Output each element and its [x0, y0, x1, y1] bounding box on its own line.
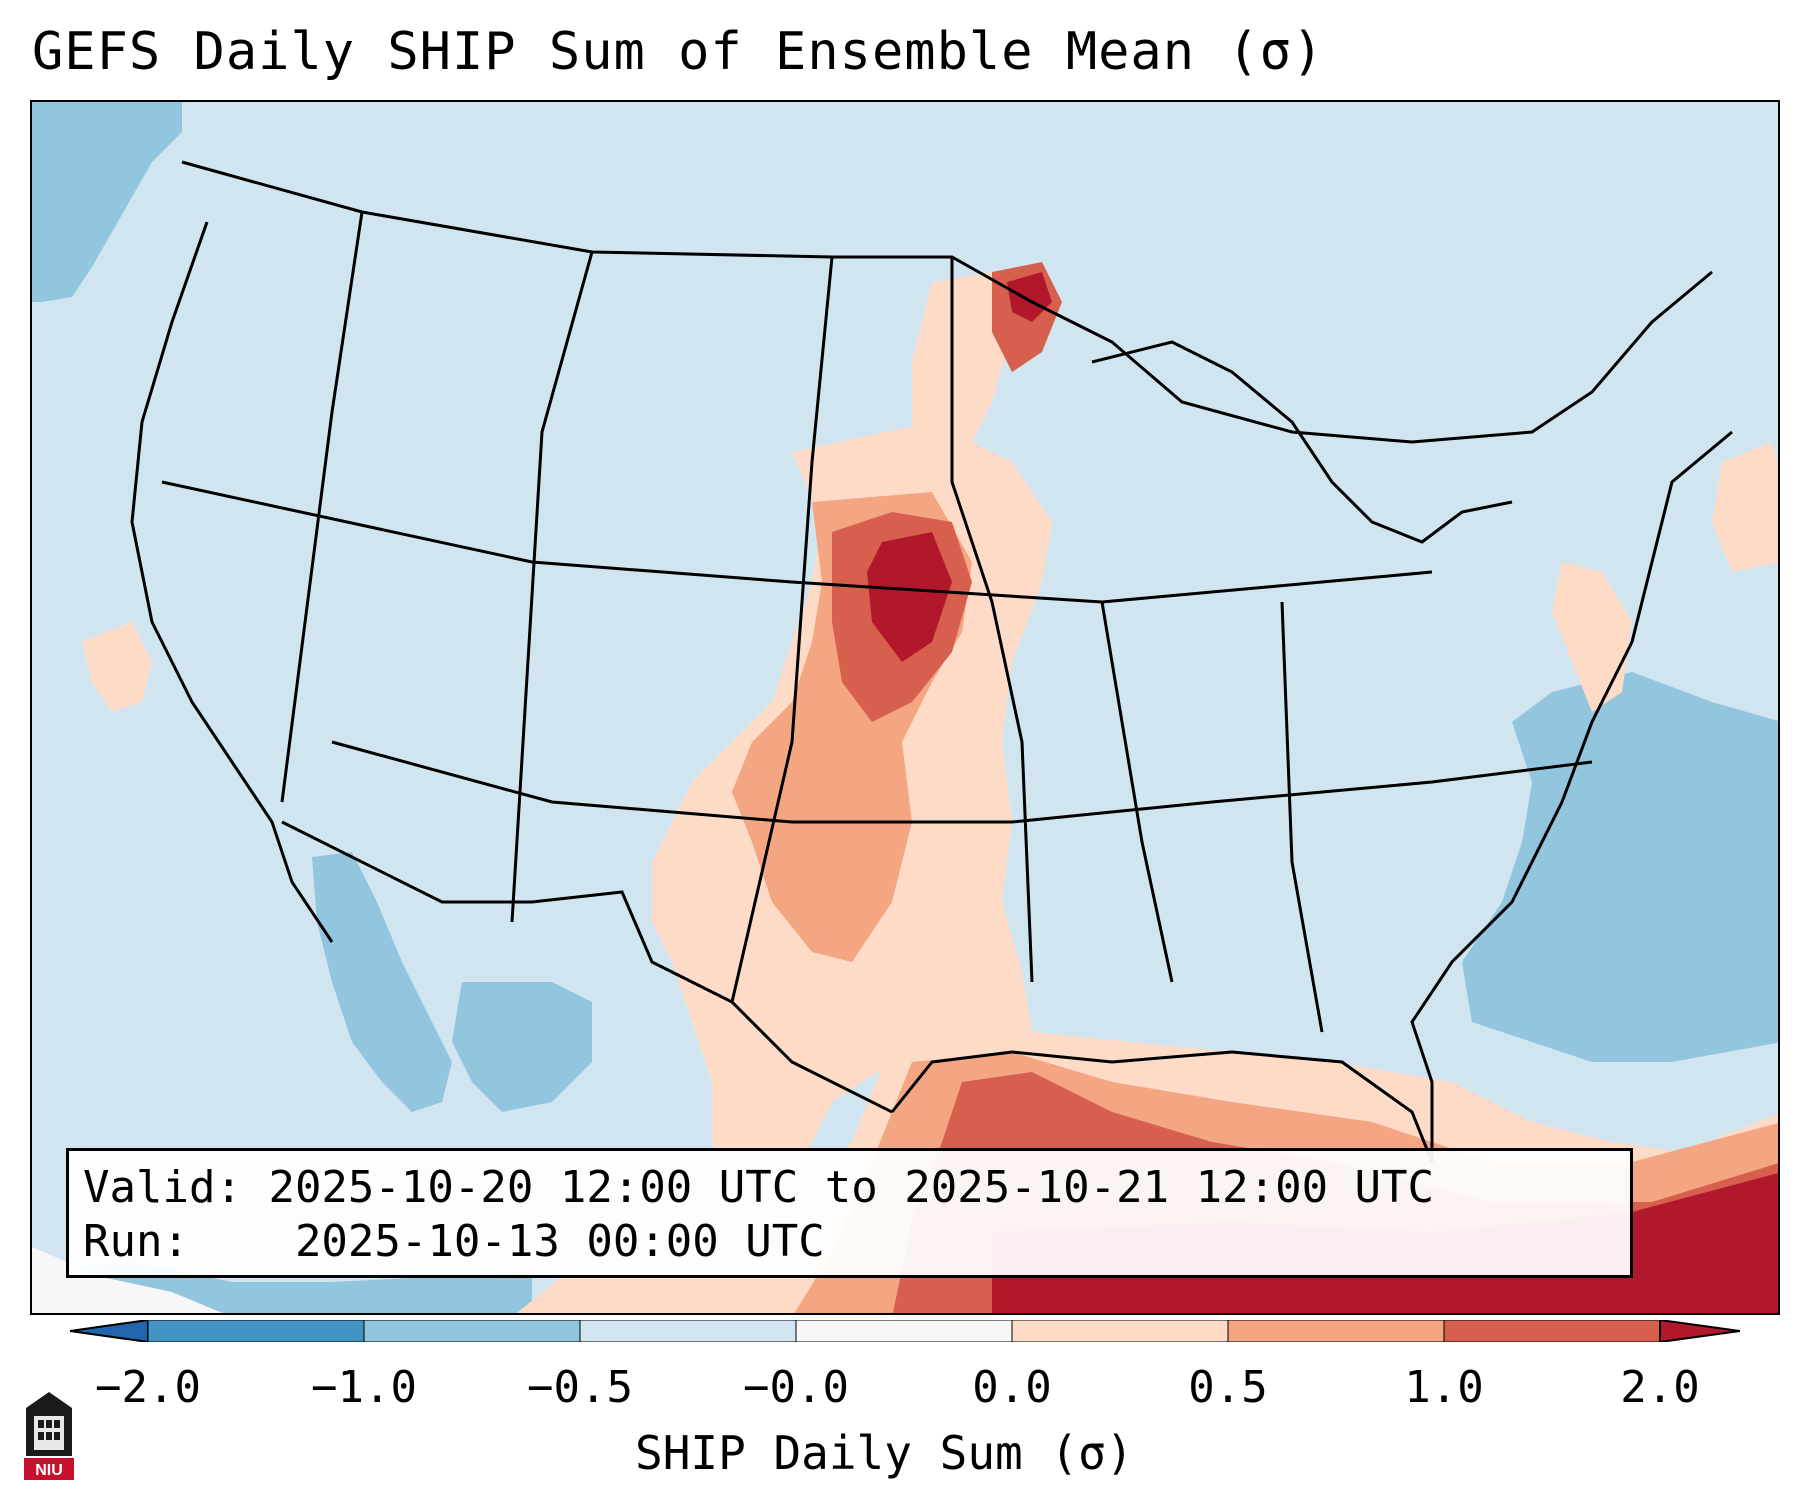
run-value: 2025-10-13 00:00 UTC: [294, 1216, 825, 1267]
colorbar-over-extension: [1659, 1320, 1740, 1342]
state-line-5: [161, 480, 1433, 604]
boundary-lines: [130, 160, 1733, 1163]
nebraska-max-positive-region: [867, 532, 952, 662]
state-line-1: [280, 211, 364, 803]
pacific-coastline: [130, 221, 334, 943]
pacific-nw-negative-region: [32, 102, 182, 302]
colorbar-segment-1: [147, 1320, 365, 1342]
east-coast-positive-region: [1552, 562, 1632, 712]
colorbar-label: SHIP Daily Sum (σ): [635, 1426, 1134, 1480]
great-lakes-outline: [1091, 340, 1513, 544]
us-mexico-border: [281, 820, 893, 1114]
run-label: Run:: [83, 1216, 189, 1267]
atlantic-coastline: [1410, 430, 1733, 1162]
colorbar-segment-2: [363, 1320, 581, 1342]
niu-logo: NIU: [24, 1392, 74, 1480]
map-panel: [30, 100, 1780, 1315]
colorbar-tick: −1.0: [311, 1362, 417, 1413]
logo-text: NIU: [35, 1462, 63, 1479]
colorbar-tick: 1.0: [1404, 1362, 1484, 1413]
colorbar-tick: −0.0: [743, 1362, 849, 1413]
negative-anomaly-layer: [32, 102, 1778, 1313]
us-canada-border: [181, 160, 1713, 444]
colorbar-segment-6: [1227, 1320, 1445, 1342]
colorbar-segment-3: [579, 1320, 797, 1342]
colorbar-tick: 0.0: [972, 1362, 1052, 1413]
state-line-7: [1100, 601, 1174, 983]
colorbar-tick: −2.0: [95, 1362, 201, 1413]
run-row: Run: 2025-10-13 00:00 UTC: [83, 1215, 1616, 1269]
valid-label: Valid:: [83, 1162, 242, 1213]
state-line-3: [730, 256, 834, 1003]
gulf-of-california-negative-region: [312, 852, 452, 1112]
california-coast-positive-region: [82, 622, 152, 712]
valid-value: 2025-10-20 12:00 UTC to 2025-10-21 12:00…: [268, 1162, 1435, 1213]
colorbar-under-extension: [70, 1320, 149, 1342]
northeast-offshore-positive-region: [1712, 442, 1778, 572]
state-line-6: [331, 740, 1593, 824]
north-minnesota-max-region: [1007, 272, 1052, 322]
colorbar-tick: 2.0: [1620, 1362, 1700, 1413]
colorbar-segment-5: [1011, 1320, 1229, 1342]
valid-row: Valid: 2025-10-20 12:00 UTC to 2025-10-2…: [83, 1161, 1616, 1215]
colorbar-tick: −0.5: [527, 1362, 633, 1413]
southwest-corner-neutral-region: [32, 1247, 223, 1313]
colorbar-tick: 0.5: [1188, 1362, 1268, 1413]
state-line-2: [510, 251, 594, 923]
minnesota-positive-region: [912, 272, 1012, 482]
mexico-interior-negative-region: [452, 982, 592, 1112]
gulf-coastline: [890, 1050, 1434, 1163]
chart-title: GEFS Daily SHIP Sum of Ensemble Mean (σ): [32, 22, 1325, 82]
valid-run-info-box: Valid: 2025-10-20 12:00 UTC to 2025-10-2…: [66, 1148, 1633, 1278]
map-svg: [32, 102, 1778, 1313]
colorbar-segment-7: [1443, 1320, 1661, 1342]
colorbar: [70, 1320, 1740, 1342]
colorbar-segment-4: [795, 1320, 1013, 1342]
state-line-8: [1280, 601, 1324, 1033]
